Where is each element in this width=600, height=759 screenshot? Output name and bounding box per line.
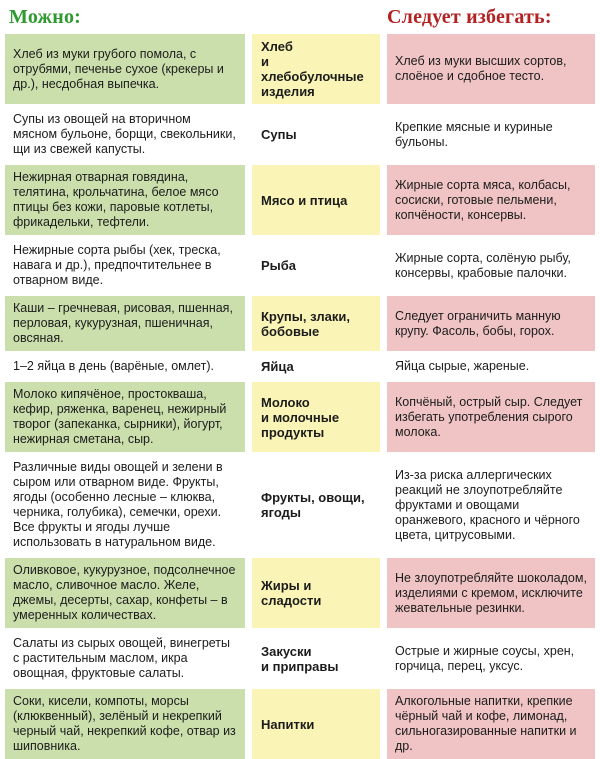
category-cell: Фрукты, овощи, ягоды bbox=[261, 490, 365, 520]
avoid-cell: Копчёный, острый сыр. Следует избегать у… bbox=[387, 382, 595, 452]
category-cell: Закуски и приправы bbox=[261, 643, 339, 674]
avoid-cell: Хлеб из муки высших сортов, слоёное и сд… bbox=[387, 34, 595, 104]
category-cell: Рыба bbox=[261, 258, 297, 273]
category-cell: Мясо и птица bbox=[252, 165, 380, 235]
diet-recommendations-table: Хлеб из муки грубого помола, с отрубями,… bbox=[5, 34, 595, 759]
category-cell: Яйца bbox=[261, 359, 294, 374]
allowed-cell: Каши – гречневая, рисовая, пшенная, перл… bbox=[5, 296, 245, 351]
table-header: Можно: Следует избегать: bbox=[5, 6, 595, 28]
allowed-cell: Соки, кисели, компоты, морсы (клюквенный… bbox=[5, 689, 245, 759]
avoid-cell: Острые и жирные соусы, хрен, горчица, пе… bbox=[395, 643, 575, 673]
allowed-cell: Салаты из сырых овощей, винегреты с раст… bbox=[13, 636, 231, 680]
category-cell: Супы bbox=[261, 127, 297, 142]
allowed-cell: Оливковое, кукурузное, подсолнечное масл… bbox=[5, 558, 245, 628]
avoid-cell: Жирные сорта, солёную рыбу, консервы, кр… bbox=[395, 250, 571, 280]
category-cell: Напитки bbox=[252, 689, 380, 759]
avoid-cell: Крепкие мясные и куриные бульоны. bbox=[395, 119, 553, 149]
allowed-cell: Супы из овощей на вторичном мясном бульо… bbox=[13, 112, 236, 156]
allowed-cell: Молоко кипячёное, простокваша, кефир, ря… bbox=[5, 382, 245, 452]
avoid-cell: Из-за риска аллергических реакций не зло… bbox=[395, 467, 580, 542]
allowed-cell: Нежирная отварная говядина, телятина, кр… bbox=[5, 165, 245, 235]
avoid-cell: Не злоупотребляйте шоколадом, изделиями … bbox=[387, 558, 595, 628]
avoid-cell: Яйца сырые, жареные. bbox=[395, 359, 530, 373]
avoid-cell: Алкогольные напитки, крепкие чёрный чай … bbox=[387, 689, 595, 759]
avoid-cell: Следует ограничить манную крупу. Фасоль,… bbox=[387, 296, 595, 351]
allowed-column-title: Можно: bbox=[9, 6, 82, 28]
category-cell: Жиры и сладости bbox=[252, 558, 380, 628]
allowed-cell: Хлеб из муки грубого помола, с отрубями,… bbox=[5, 34, 245, 104]
avoid-column-title: Следует избегать: bbox=[387, 6, 552, 28]
category-cell: Молоко и молочные продукты bbox=[252, 382, 380, 452]
allowed-cell: 1–2 яйца в день (варёные, омлет). bbox=[13, 359, 214, 373]
allowed-cell: Нежирные сорта рыбы (хек, треска, навага… bbox=[13, 243, 221, 287]
avoid-cell: Жирные сорта мяса, колбасы, сосиски, гот… bbox=[387, 165, 595, 235]
allowed-cell: Различные виды овощей и зелени в сыром и… bbox=[13, 460, 223, 549]
category-cell: Хлеб и хлебобулочные изделия bbox=[252, 34, 380, 104]
category-cell: Крупы, злаки, бобовые bbox=[252, 296, 380, 351]
